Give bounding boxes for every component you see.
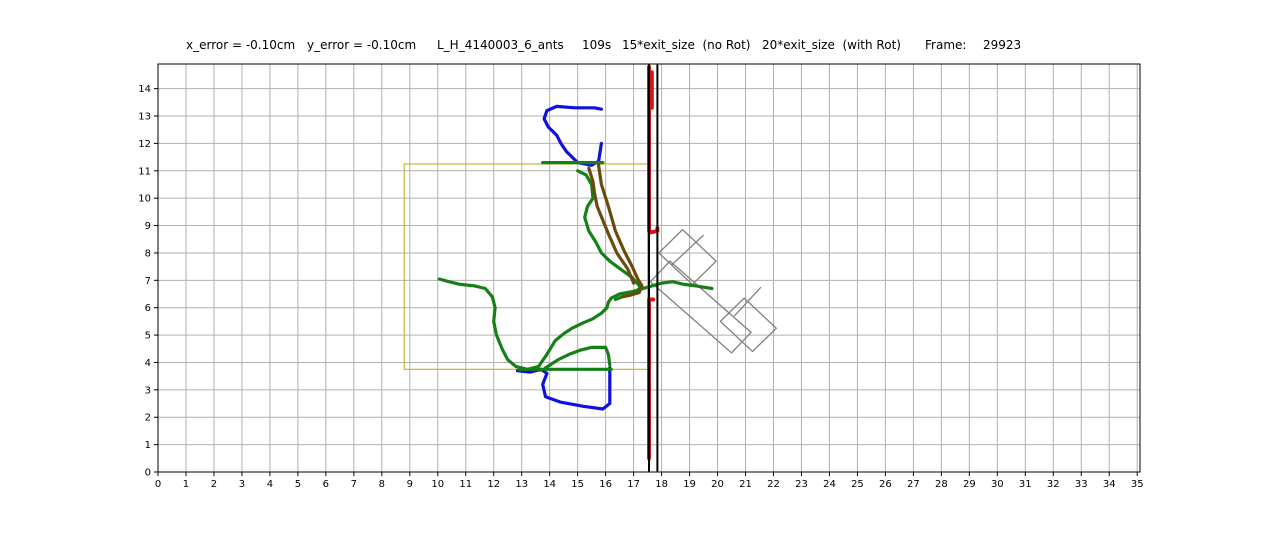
load-cross-top: [657, 228, 718, 286]
y-tick-label: 2: [145, 413, 151, 424]
x-tick-label: 28: [935, 479, 948, 490]
title-y-error: y_error = -0.10cm: [307, 38, 417, 52]
y-tick-label: 13: [138, 112, 151, 123]
y-tick-label: 14: [138, 84, 151, 95]
trajectory-green-6: [576, 169, 643, 302]
chart-title: x_error = -0.10cm y_error = -0.10cm L_H_…: [0, 38, 1268, 56]
load-divider-bottom: [733, 286, 762, 317]
x-tick-label: 2: [211, 479, 217, 490]
zone-box: [403, 163, 649, 370]
x-tick-label: 16: [599, 479, 612, 490]
trajectory-green-3: [543, 345, 612, 370]
trajectories: [437, 64, 714, 461]
x-tick-label: 29: [963, 479, 976, 490]
x-tick-label: 25: [851, 479, 864, 490]
title-exit-no-rot: 15*exit_size (no Rot): [622, 38, 751, 52]
x-tick-label: 30: [991, 479, 1004, 490]
y-tick-label: 4: [145, 358, 151, 369]
x-tick-label: 6: [323, 479, 329, 490]
x-tick-label: 13: [515, 479, 528, 490]
x-tick-label: 23: [795, 479, 808, 490]
trajectory-blue-1: [515, 366, 612, 411]
load-shape: [649, 228, 778, 354]
x-tick-label: 22: [767, 479, 780, 490]
title-exit-rot: 20*exit_size (with Rot): [762, 38, 901, 52]
trajectory-brown-7: [587, 166, 636, 285]
y-tick-label: 0: [145, 468, 151, 479]
y-tick-label: 9: [145, 221, 151, 232]
x-tick-label: 4: [267, 479, 273, 490]
x-tick-label: 33: [1075, 479, 1088, 490]
x-tick-label: 8: [379, 479, 385, 490]
y-tick-label: 5: [145, 331, 151, 342]
x-tick-label: 24: [823, 479, 836, 490]
ticks: 0 1 2 3 4 5 6 7 8 9 10 11 12 13 14 15 16 17 18 19 20 21 22 23 24…: [138, 84, 1143, 490]
x-tick-label: 12: [487, 479, 500, 490]
title-experiment: L_H_4140003_6_ants: [437, 38, 564, 52]
trajectory-brown-8: [597, 163, 644, 299]
x-tick-label: 19: [683, 479, 696, 490]
x-tick-label: 0: [155, 479, 161, 490]
title-duration: 109s: [582, 38, 612, 52]
load-cross-bottom: [719, 297, 778, 353]
y-tick-label: 10: [138, 194, 151, 205]
x-tick-label: 20: [711, 479, 724, 490]
x-tick-label: 1: [183, 479, 189, 490]
x-tick-label: 14: [543, 479, 556, 490]
x-tick-label: 34: [1103, 479, 1116, 490]
y-tick-label: 12: [138, 139, 151, 150]
x-tick-label: 35: [1131, 479, 1144, 490]
x-tick-label: 7: [351, 479, 357, 490]
load-divider-top: [670, 234, 704, 266]
x-tick-label: 27: [907, 479, 920, 490]
axes: [157, 63, 1141, 473]
x-tick-label: 21: [739, 479, 752, 490]
trajectory-blue-0: [542, 104, 603, 167]
trajectory-green-2: [437, 277, 714, 371]
x-tick-label: 31: [1019, 479, 1032, 490]
y-tick-label: 11: [138, 166, 151, 177]
y-tick-label: 3: [145, 385, 151, 396]
y-tick-label: 1: [145, 440, 151, 451]
x-tick-label: 9: [407, 479, 413, 490]
x-tick-label: 15: [571, 479, 584, 490]
x-tick-label: 17: [627, 479, 640, 490]
x-tick-label: 26: [879, 479, 892, 490]
x-tick-label: 18: [655, 479, 668, 490]
exit-walls: [648, 64, 659, 472]
x-tick-label: 5: [295, 479, 301, 490]
y-tick-label: 8: [145, 248, 151, 259]
load-body: [649, 260, 753, 354]
y-tick-label: 6: [145, 303, 151, 314]
x-tick-label: 11: [459, 479, 472, 490]
axes-frame: [157, 63, 1141, 473]
y-tick-label: 7: [145, 276, 151, 287]
x-tick-label: 3: [239, 479, 245, 490]
zone-rectangle: [403, 163, 649, 370]
title-frame-label: Frame:: [925, 38, 967, 52]
x-tick-label: 10: [431, 479, 444, 490]
title-x-error: x_error = -0.10cm: [186, 38, 296, 52]
title-frame-value: 29923: [983, 38, 1022, 52]
x-tick-label: 32: [1047, 479, 1060, 490]
